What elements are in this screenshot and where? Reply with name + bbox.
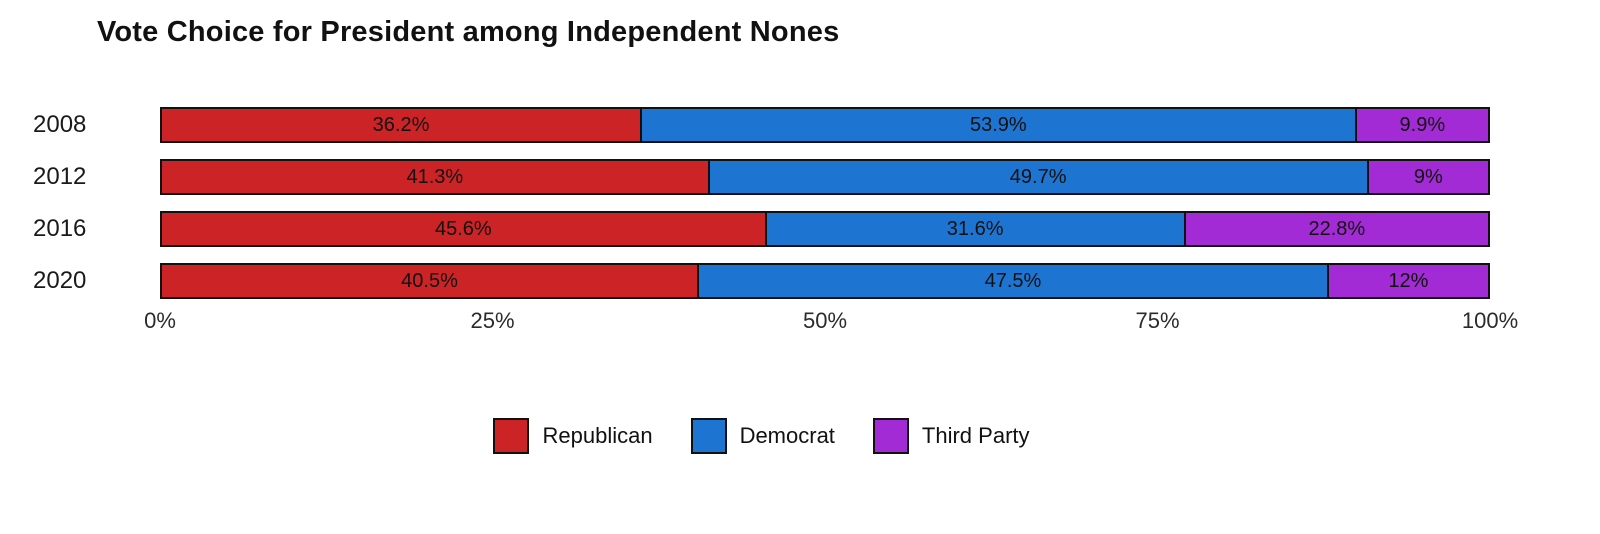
bar-segment-democrat-2020: 47.5% — [699, 265, 1329, 297]
plot-area: 2008 36.2% 53.9% 9.9% 2012 41.3% 49.7% 9% 2016 45… — [33, 107, 1518, 334]
segment-value-label: 40.5% — [401, 269, 458, 292]
segment-value-label: 41.3% — [406, 165, 464, 188]
chart-page: Vote Choice for President among Independ… — [0, 16, 1600, 534]
bar-row-2012: 2012 41.3% 49.7% 9% — [33, 159, 1490, 195]
chart-title: Vote Choice for President among Independ… — [97, 16, 840, 48]
legend: Republican Democrat Third Party — [33, 418, 1490, 454]
x-axis: 0% 25% 50% 75% 100% — [33, 308, 1518, 334]
y-axis-label-2020: 2020 — [33, 267, 87, 294]
x-axis-ticks: 0% 25% 50% 75% 100% — [144, 308, 1518, 334]
segment-value-label: 49.7% — [1009, 165, 1067, 188]
legend-swatch — [872, 418, 909, 454]
segment-value-label: 9% — [1413, 165, 1443, 188]
bar-track-2020: 40.5% 47.5% 12% — [160, 263, 1490, 299]
legend-swatch — [493, 418, 530, 454]
segment-value-label: 9.9% — [1399, 113, 1446, 136]
legend-item-third-party: Third Party — [872, 418, 1030, 454]
legend-item-democrat: Democrat — [690, 418, 835, 454]
legend-swatch — [690, 418, 727, 454]
bar-segment-third-party-2020: 12% — [1328, 265, 1488, 297]
segment-value-label: 53.9% — [969, 113, 1027, 136]
bar-segment-democrat-2008: 53.9% — [642, 109, 1357, 141]
bar-row-2016: 2016 45.6% 31.6% 22.8% — [33, 211, 1490, 247]
bar-track-2008: 36.2% 53.9% 9.9% — [160, 107, 1490, 143]
segment-value-label: 36.2% — [372, 113, 430, 136]
bar-segment-third-party-2012: 9% — [1368, 161, 1488, 193]
bar-segment-third-party-2016: 22.8% — [1185, 213, 1488, 245]
segment-value-label: 45.6% — [434, 217, 492, 240]
segment-value-label: 22.8% — [1308, 217, 1366, 240]
segment-value-label: 12% — [1388, 269, 1429, 292]
x-tick-50pct: 50% — [802, 308, 848, 333]
y-axis-label-2008: 2008 — [33, 111, 87, 138]
bar-segment-republican-2016: 45.6% — [162, 213, 767, 245]
bar-segment-democrat-2016: 31.6% — [766, 213, 1186, 245]
bar-segment-democrat-2012: 49.7% — [709, 161, 1369, 193]
y-axis-label-2016: 2016 — [33, 215, 87, 242]
bar-rows: 2008 36.2% 53.9% 9.9% 2012 41.3% 49.7% 9% 2016 45… — [33, 107, 1490, 299]
bar-segment-republican-2020: 40.5% — [162, 265, 700, 297]
x-tick-75pct: 75% — [1135, 308, 1180, 333]
bar-segment-republican-2012: 41.3% — [162, 161, 710, 193]
segment-value-label: 31.6% — [946, 217, 1004, 240]
segment-value-label: 47.5% — [984, 269, 1042, 292]
bar-track-2012: 41.3% 49.7% 9% — [160, 159, 1490, 195]
bar-row-2008: 2008 36.2% 53.9% 9.9% — [33, 107, 1490, 143]
legend-label: Third Party — [921, 423, 1030, 448]
bar-segment-third-party-2008: 9.9% — [1356, 109, 1488, 141]
y-axis-label-2012: 2012 — [33, 163, 87, 190]
bar-segment-republican-2008: 36.2% — [162, 109, 642, 141]
legend-label: Republican — [542, 423, 653, 448]
bar-track-2016: 45.6% 31.6% 22.8% — [160, 211, 1490, 247]
x-tick-25pct: 25% — [470, 308, 515, 333]
x-tick-0pct: 0% — [144, 308, 176, 333]
legend-item-republican: Republican — [493, 418, 653, 454]
bar-row-2020: 2020 40.5% 47.5% 12% — [33, 263, 1490, 299]
axis-spacer — [33, 308, 160, 334]
legend-label: Democrat — [739, 423, 835, 448]
x-tick-100pct: 100% — [1461, 308, 1519, 333]
